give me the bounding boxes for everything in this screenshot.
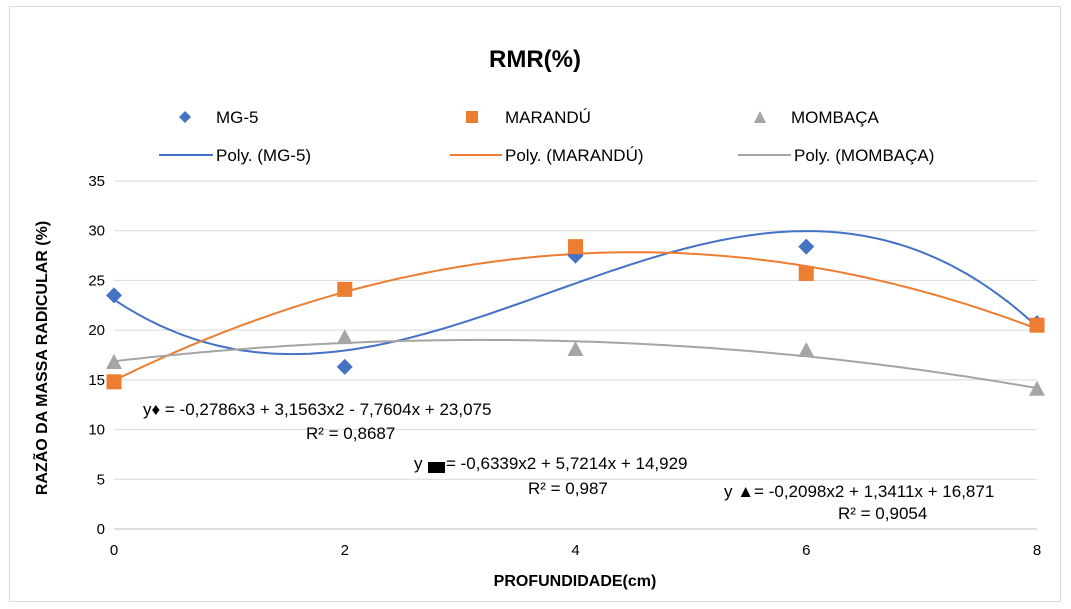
y-tick-label: 0 — [97, 521, 105, 538]
legend-square-marker — [466, 111, 478, 123]
data-point-square — [337, 281, 353, 297]
x-tick-label: 0 — [110, 542, 118, 559]
data-point-diamond — [106, 287, 122, 304]
square-symbol — [428, 462, 445, 473]
x-tick-label: 8 — [1033, 542, 1041, 559]
legend-item-mg5: MG-5 — [179, 108, 259, 127]
legend-item-marandu: MARANDÚ — [466, 108, 591, 127]
legend: MG-5 MARANDÚ MOMBAÇA Poly. (MG-5) Poly. … — [159, 108, 934, 165]
r2-mombaca: R² = 0,9054 — [838, 504, 927, 523]
r2-mg5: R² = 0,8687 — [306, 424, 395, 443]
data-point-diamond — [798, 238, 815, 255]
chart-title: RMR(%) — [489, 46, 581, 73]
legend-item-poly-mombaca: Poly. (MOMBAÇA) — [738, 146, 934, 165]
y-tick-label: 35 — [88, 173, 105, 190]
data-point-triangle — [106, 353, 122, 369]
data-point-square — [798, 265, 814, 281]
legend-item-mombaca: MOMBAÇA — [754, 108, 880, 127]
data-point-square — [568, 239, 583, 255]
y-tick-label: 25 — [88, 272, 105, 289]
data-point-square — [106, 374, 122, 390]
r2-marandu: R² = 0,987 — [528, 479, 608, 498]
equation-marandu: = -0,6339x2 + 5,7214x + 14,929 — [446, 454, 688, 473]
legend-triangle-marker — [754, 111, 766, 123]
chart-frame — [9, 6, 1061, 602]
data-point-triangle — [567, 341, 584, 357]
data-point-triangle — [1029, 380, 1045, 396]
legend-label-poly-mg5: Poly. (MG-5) — [216, 146, 311, 165]
data-points — [106, 238, 1045, 396]
legend-item-poly-marandu: Poly. (MARANDÚ) — [450, 146, 644, 165]
data-point-triangle — [336, 329, 353, 345]
y-tick-label: 30 — [88, 223, 105, 240]
data-point-triangle — [798, 342, 815, 358]
legend-item-poly-mg5: Poly. (MG-5) — [159, 146, 311, 165]
equation-mg5: y♦ = -0,2786x3 + 3,1563x2 - 7,7604x + 23… — [143, 400, 491, 419]
x-tick-label: 6 — [802, 542, 810, 559]
x-tick-label: 2 — [341, 542, 349, 559]
legend-label-poly-mombaca: Poly. (MOMBAÇA) — [794, 146, 934, 165]
legend-label-marandu: MARANDÚ — [505, 108, 591, 127]
trendline-mg-5 — [113, 230, 1038, 356]
y-tick-label: 10 — [88, 422, 105, 439]
annotations: y♦ = -0,2786x3 + 3,1563x2 - 7,7604x + 23… — [143, 400, 994, 523]
x-axis-title: PROFUNDIDADE(cm) — [494, 573, 657, 590]
legend-label-mg5: MG-5 — [216, 108, 259, 127]
trendline-marandú — [113, 251, 1038, 382]
y-tick-label: 5 — [97, 471, 105, 488]
gridlines — [114, 180, 1037, 530]
y-axis-title: RAZÃO DA MASSA RADICULAR (%) — [31, 221, 51, 495]
legend-label-mombaca: MOMBAÇA — [791, 108, 880, 127]
legend-label-poly-marandu: Poly. (MARANDÚ) — [505, 146, 644, 165]
equation-mombaca: y ▲= -0,2098x2 + 1,3411x + 16,871 — [724, 482, 994, 501]
equation-marandu-prefix: y — [414, 454, 423, 473]
y-tick-label: 15 — [88, 372, 105, 389]
axis-ticks: 0 5 10 15 20 25 30 35 0 2 4 6 8 — [88, 173, 1041, 559]
data-point-diamond — [336, 358, 353, 375]
legend-diamond-marker — [179, 111, 191, 123]
data-point-square — [1029, 317, 1045, 333]
y-tick-label: 20 — [88, 322, 105, 339]
x-tick-label: 4 — [571, 542, 579, 559]
